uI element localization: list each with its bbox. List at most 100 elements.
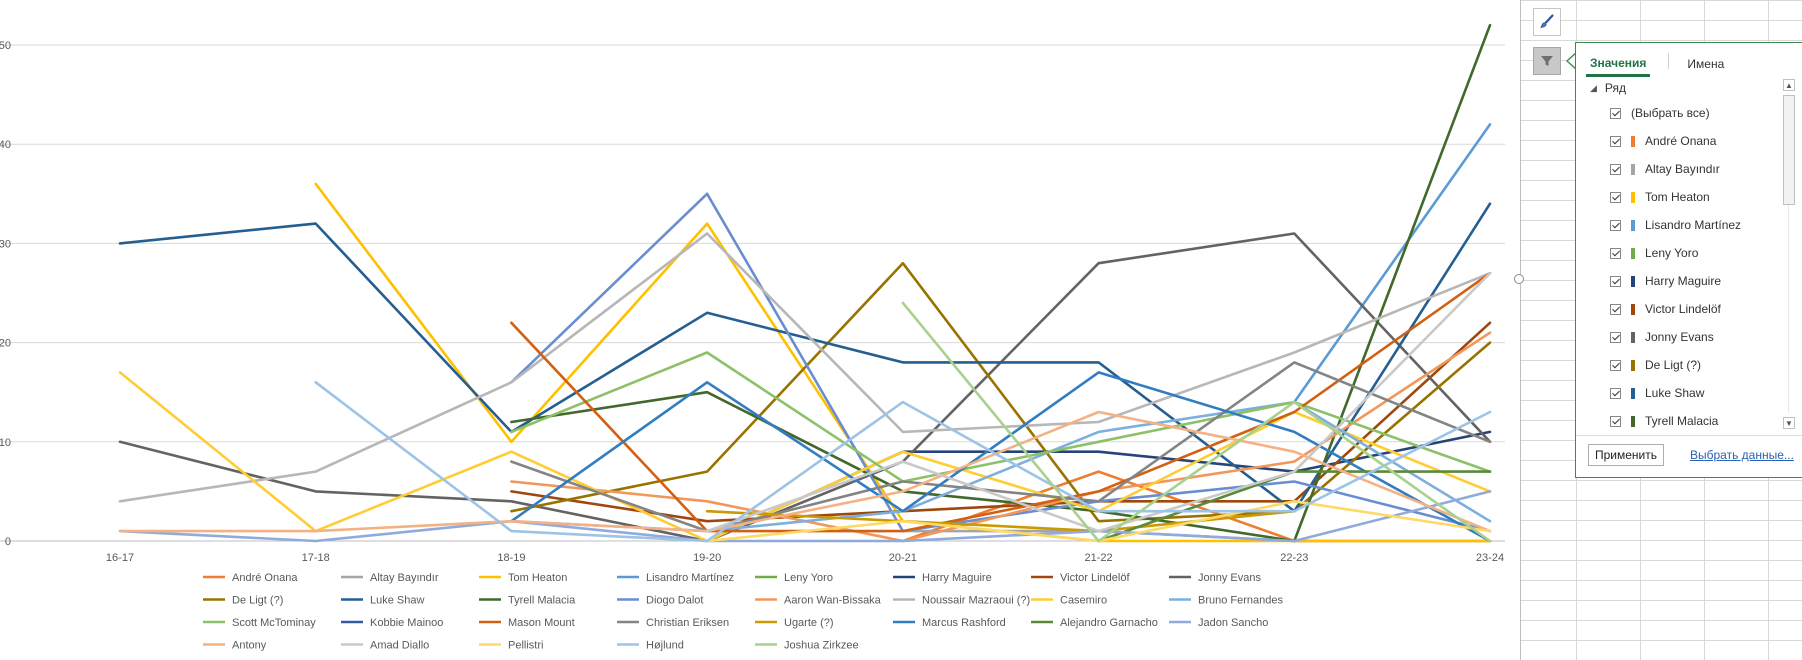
- legend-item[interactable]: Tom Heaton: [479, 572, 567, 584]
- legend-item[interactable]: Bruno Fernandes: [1169, 595, 1283, 607]
- series-checkbox[interactable]: [1610, 247, 1621, 259]
- chart-filter-panel: Значения Имена ◢ Ряд (Выбрать все) André…: [1575, 42, 1802, 478]
- legend-item[interactable]: Mason Mount: [479, 617, 575, 629]
- series-list-scrollbar[interactable]: ▲ ▼: [1779, 77, 1799, 433]
- legend-item[interactable]: Lisandro Martínez: [617, 572, 734, 584]
- series-line-18[interactable]: [510, 271, 1492, 533]
- legend-item[interactable]: Pellistri: [479, 640, 543, 652]
- x-tick-label: 22-23: [1280, 552, 1308, 564]
- x-tick-label: 17-18: [302, 552, 330, 564]
- filter-tabs: Значения Имена: [1576, 43, 1802, 77]
- line-chart[interactable]: 0 10 20 30 40 50 16-17 17-18 18-19 19-20 20-21 21-…: [0, 0, 1520, 660]
- select-all-checkbox[interactable]: [1610, 107, 1621, 119]
- series-checkbox[interactable]: [1610, 415, 1621, 427]
- series-filter-row[interactable]: Altay Bayındır: [1576, 155, 1779, 183]
- select-data-link[interactable]: Выбрать данные...: [1690, 448, 1794, 462]
- series-lines: [118, 23, 1492, 543]
- series-checkbox[interactable]: [1610, 359, 1621, 371]
- legend-item[interactable]: Amad Diallo: [341, 640, 429, 652]
- tree-series-header[interactable]: ◢ Ряд: [1576, 77, 1779, 99]
- apply-button[interactable]: Применить: [1588, 444, 1665, 466]
- legend-item[interactable]: Jonny Evans: [1169, 572, 1261, 584]
- legend-item[interactable]: Aaron Wan-Bissaka: [755, 595, 882, 607]
- tree-collapse-triangle-icon[interactable]: ◢: [1590, 82, 1597, 93]
- series-line-segment: [1293, 123, 1492, 404]
- legend-item[interactable]: Højlund: [617, 640, 684, 652]
- series-checkbox[interactable]: [1610, 135, 1621, 147]
- series-filter-row[interactable]: Lisandro Martínez: [1576, 211, 1779, 239]
- x-tick-label: 16-17: [106, 552, 134, 564]
- filter-icon: [1541, 56, 1553, 66]
- series-line-21[interactable]: [510, 371, 1492, 543]
- legend-item[interactable]: André Onana: [203, 572, 298, 584]
- legend[interactable]: André Onana Altay Bayındır Tom Heaton Lisan…: [203, 572, 1283, 652]
- scrollbar-thumb[interactable]: [1783, 95, 1795, 205]
- legend-item[interactable]: Diogo Dalot: [617, 595, 703, 607]
- legend-item[interactable]: Leny Yoro: [755, 572, 833, 584]
- series-filter-row[interactable]: Jonny Evans: [1576, 323, 1779, 351]
- chart-resize-handle[interactable]: [1514, 274, 1524, 284]
- chart-styles-button[interactable]: [1533, 8, 1561, 36]
- legend-item[interactable]: De Ligt (?): [203, 595, 283, 607]
- legend-item[interactable]: Marcus Rashford: [893, 617, 1006, 629]
- series-line-9[interactable]: [118, 202, 1492, 513]
- tab-values[interactable]: Значения: [1586, 56, 1651, 77]
- series-line-7[interactable]: [118, 232, 1492, 543]
- legend-item[interactable]: Jadon Sancho: [1169, 617, 1268, 629]
- series-line-16[interactable]: [510, 351, 1492, 483]
- legend-label: Altay Bayındır: [370, 572, 439, 584]
- series-filter-label: Leny Yoro: [1645, 246, 1699, 260]
- series-filter-row[interactable]: Leny Yoro: [1576, 239, 1779, 267]
- x-tick-label: 23-24: [1476, 552, 1504, 564]
- series-checkbox[interactable]: [1610, 191, 1621, 203]
- legend-item[interactable]: Scott McTominay: [203, 617, 316, 629]
- legend-label: Ugarte (?): [784, 617, 834, 629]
- legend-item[interactable]: Ugarte (?): [755, 617, 834, 629]
- legend-item[interactable]: Noussair Mazraoui (?): [893, 595, 1030, 607]
- legend-item[interactable]: Antony: [203, 640, 267, 652]
- chart-svg: 0 10 20 30 40 50 16-17 17-18 18-19 19-20 20-21 21-…: [0, 23, 1505, 652]
- series-checkbox[interactable]: [1610, 387, 1621, 399]
- series-filter-row[interactable]: Luke Shaw: [1576, 379, 1779, 407]
- select-all-row[interactable]: (Выбрать все): [1576, 99, 1779, 127]
- series-line-28[interactable]: [901, 301, 1492, 543]
- series-filter-row[interactable]: Harry Maguire: [1576, 267, 1779, 295]
- series-line-19[interactable]: [510, 361, 1492, 533]
- series-line-25[interactable]: [705, 271, 1492, 533]
- series-checkbox[interactable]: [1610, 275, 1621, 287]
- series-checkbox[interactable]: [1610, 303, 1621, 315]
- series-line-27[interactable]: [314, 380, 1492, 543]
- series-filter-row[interactable]: Victor Lindelöf: [1576, 295, 1779, 323]
- legend-item[interactable]: Alejandro Garnacho: [1031, 617, 1158, 629]
- series-filter-row[interactable]: Tom Heaton: [1576, 183, 1779, 211]
- legend-label: Scott McTominay: [232, 617, 316, 629]
- legend-label: Lisandro Martínez: [646, 572, 734, 584]
- legend-item[interactable]: Kobbie Mainoo: [341, 617, 443, 629]
- scroll-down-arrow-icon[interactable]: ▼: [1783, 417, 1795, 429]
- chart-filters-button[interactable]: [1533, 47, 1561, 75]
- series-line-8[interactable]: [510, 261, 1492, 523]
- series-checkbox[interactable]: [1610, 331, 1621, 343]
- series-filter-row[interactable]: André Onana: [1576, 127, 1779, 155]
- series-line-24[interactable]: [118, 410, 1492, 533]
- series-line-segment: [314, 380, 1492, 543]
- legend-item[interactable]: Tyrell Malacia: [479, 595, 576, 607]
- scroll-up-arrow-icon[interactable]: ▲: [1783, 79, 1795, 91]
- series-checkbox[interactable]: [1610, 163, 1621, 175]
- series-filter-row[interactable]: De Ligt (?): [1576, 351, 1779, 379]
- legend-item[interactable]: Joshua Zirkzee: [755, 640, 859, 652]
- legend-item[interactable]: Harry Maguire: [893, 572, 992, 584]
- legend-item[interactable]: Luke Shaw: [341, 595, 424, 607]
- tab-names[interactable]: Имена: [1687, 57, 1725, 71]
- series-line-10[interactable]: [510, 23, 1492, 543]
- series-line-13[interactable]: [118, 232, 1492, 503]
- legend-item[interactable]: Altay Bayındır: [341, 572, 439, 584]
- series-line-3[interactable]: [1293, 123, 1492, 404]
- legend-item[interactable]: Christian Eriksen: [617, 617, 729, 629]
- series-line-23[interactable]: [118, 490, 1492, 543]
- series-checkbox[interactable]: [1610, 219, 1621, 231]
- series-filter-row[interactable]: Tyrell Malacia: [1576, 407, 1779, 433]
- y-axis-tick-labels: 0 10 20 30 40 50: [0, 40, 11, 548]
- legend-item[interactable]: Victor Lindelöf: [1031, 572, 1130, 584]
- legend-item[interactable]: Casemiro: [1031, 595, 1107, 607]
